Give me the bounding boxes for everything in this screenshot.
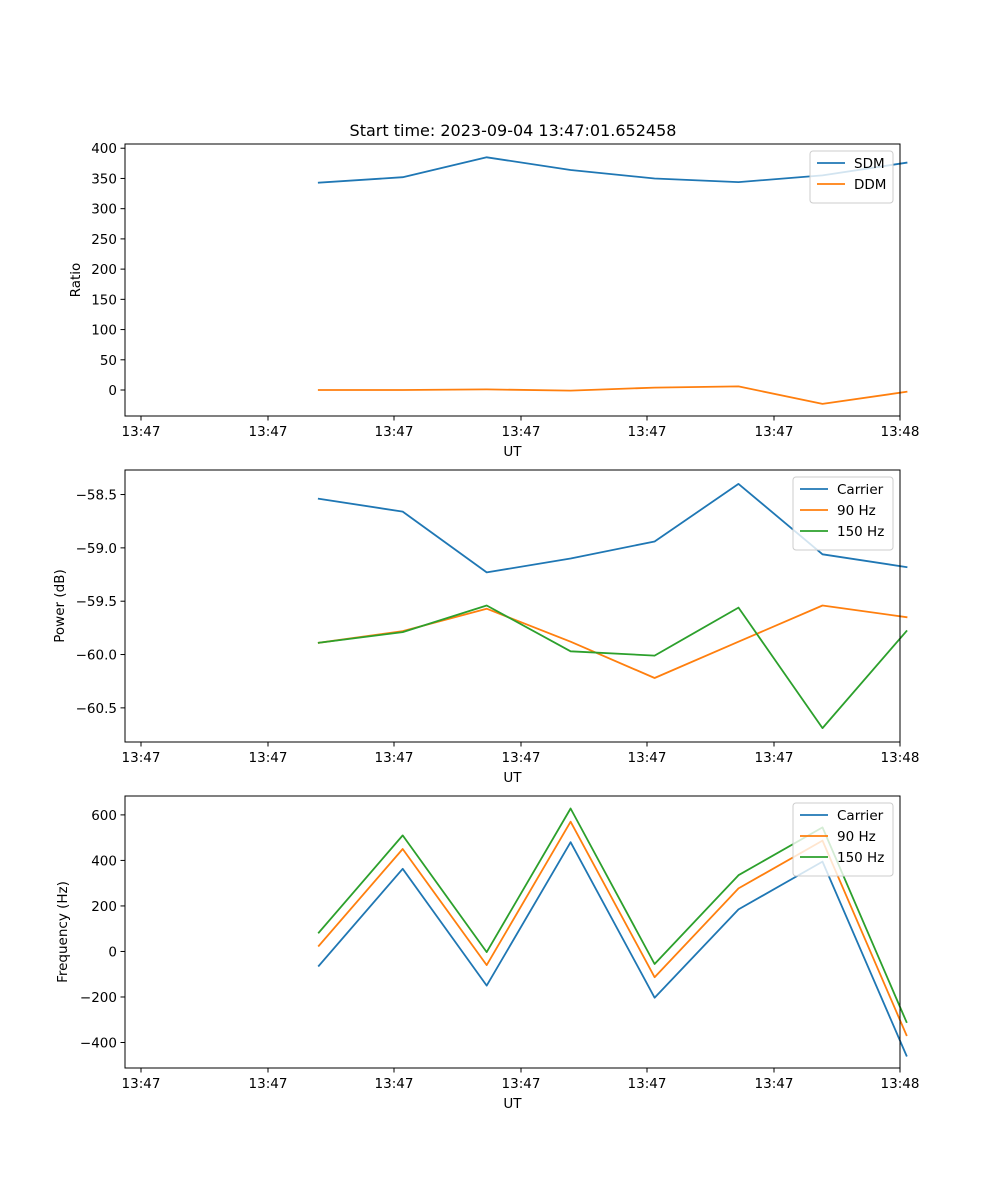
series-line-90-hz [317,604,908,679]
x-tick-label: 13:47 [755,750,794,766]
y-tick-label: 200 [91,262,117,278]
x-tick-label: 13:47 [375,1076,414,1092]
x-tick-label: 13:47 [249,424,288,440]
axes-frame [124,143,901,417]
series-line-ddm [317,385,908,405]
legend-label: 90 Hz [837,503,876,519]
y-tick-label: 250 [91,232,117,248]
x-tick-label: 13:47 [628,750,667,766]
y-tick-label: 400 [91,853,117,869]
x-tick-label: 13:47 [755,1076,794,1092]
y-tick-label: 300 [91,202,117,218]
x-axis-label: UT [503,1096,522,1112]
y-tick-label: −400 [80,1036,117,1052]
x-tick-label: 13:48 [881,1076,920,1092]
y-tick-label: −59.5 [76,594,117,610]
x-tick-label: 13:47 [375,424,414,440]
legend: Carrier 90 Hz 150 Hz [792,802,894,877]
y-axis-label: Ratio [68,263,84,298]
x-tick-label: 13:48 [881,424,920,440]
legend: SDM DDM [809,150,894,204]
y-tick-label: 350 [91,171,117,187]
y-tick-label: 150 [91,292,117,308]
x-tick-label: 13:47 [122,750,161,766]
y-tick-label: 100 [91,323,117,339]
y-tick-label: −58.5 [76,488,117,504]
x-axis-label: UT [503,770,522,786]
y-axis-label: Frequency (Hz) [55,881,71,983]
legend: Carrier 90 Hz 150 Hz [792,476,894,551]
legend-label: 150 Hz [837,524,884,540]
legend-label: SDM [854,156,885,172]
y-axis-label: Power (dB) [52,569,68,642]
y-tick-label: −60.0 [76,648,117,664]
y-tick-label: 200 [91,899,117,915]
axes-frame [124,795,901,1069]
legend-label: 150 Hz [837,850,884,866]
series-line-150-hz [317,604,908,729]
y-tick-label: 400 [91,141,117,157]
x-axis-label: UT [503,444,522,460]
y-tick-label: −200 [80,990,117,1006]
x-tick-label: 13:47 [628,1076,667,1092]
y-tick-label: −59.0 [76,541,117,557]
x-tick-label: 13:47 [502,750,541,766]
ratio-panel: 13:47 13:47 13:47 13:47 13:47 13:47 13:48 0 50 10… [68,141,919,460]
x-tick-label: 13:47 [502,1076,541,1092]
x-tick-label: 13:47 [755,424,794,440]
legend-label: Carrier [837,482,884,498]
y-tick-label: 0 [108,944,117,960]
y-tick-label: 50 [100,353,117,369]
legend-label: DDM [854,177,886,193]
x-tick-label: 13:47 [502,424,541,440]
legend-label: 90 Hz [837,829,876,845]
legend-label: Carrier [837,808,884,824]
x-tick-label: 13:47 [122,424,161,440]
x-tick-label: 13:47 [249,750,288,766]
x-tick-label: 13:47 [249,1076,288,1092]
axes-frame [124,469,901,743]
x-tick-label: 13:48 [881,750,920,766]
chart-title: Start time: 2023-09-04 13:47:01.652458 [350,121,677,140]
frequency-panel: 13:47 13:47 13:47 13:47 13:47 13:47 13:48 −400 −… [55,795,920,1112]
y-tick-label: −60.5 [76,701,117,717]
legend-box [809,150,894,204]
series-line-sdm [317,156,908,184]
x-tick-label: 13:47 [375,750,414,766]
y-tick-label: 600 [91,808,117,824]
x-tick-label: 13:47 [122,1076,161,1092]
x-tick-label: 13:47 [628,424,667,440]
y-tick-label: 0 [108,383,117,399]
power-panel: 13:47 13:47 13:47 13:47 13:47 13:47 13:48 −60.5… [52,469,920,786]
